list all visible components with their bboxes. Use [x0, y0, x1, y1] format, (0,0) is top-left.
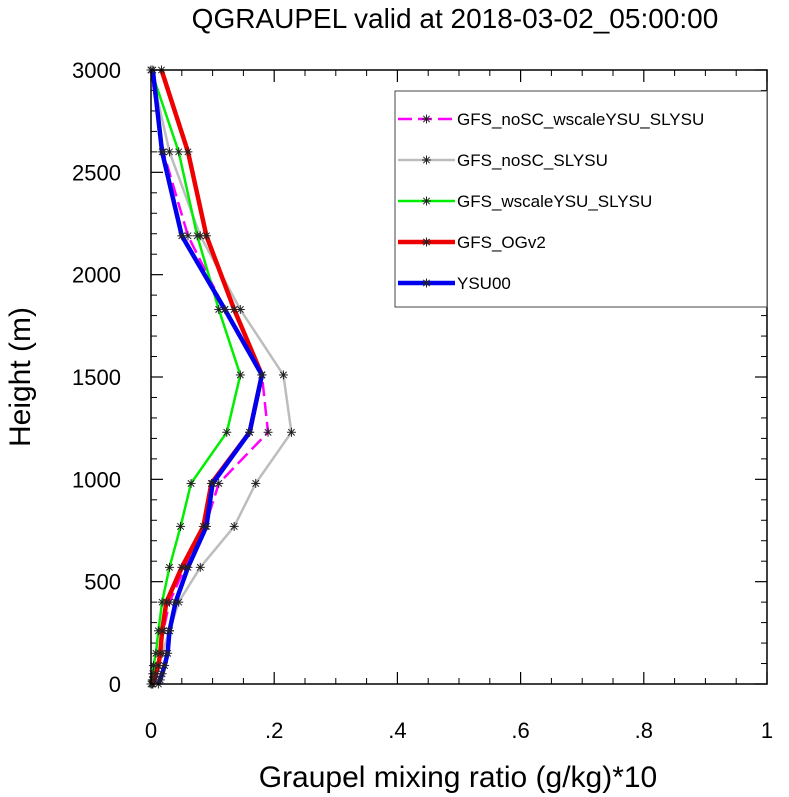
y-tick-label: 1000 — [72, 467, 121, 492]
legend-marker — [422, 114, 431, 124]
data-point-marker — [208, 478, 218, 488]
series-YSU00 — [148, 65, 267, 689]
series-line — [150, 69, 265, 685]
data-point-marker — [278, 370, 288, 380]
plot-frame — [150, 69, 768, 685]
x-tick-label: 1 — [761, 718, 773, 743]
x-axis-label: Graupel mixing ratio (g/kg)*10 — [259, 761, 658, 794]
legend-item: GFS_wscaleYSU_SLYSU — [398, 192, 652, 211]
series-line — [150, 69, 265, 685]
chart-title: QGRAUPEL valid at 2018-03-02_05:00:00 — [192, 3, 719, 34]
data-point-marker — [164, 562, 174, 572]
data-point-marker — [251, 478, 261, 488]
data-point-marker — [157, 669, 167, 679]
legend-label: GFS_wscaleYSU_SLYSU — [457, 192, 652, 211]
data-point-marker — [164, 626, 174, 636]
data-point-marker — [201, 231, 211, 241]
data-point-marker — [183, 147, 193, 157]
data-point-marker — [177, 231, 187, 241]
legend-label: GFS_OGv2 — [457, 233, 546, 252]
y-tick-label: 2500 — [72, 160, 121, 185]
x-tick-label: .2 — [265, 718, 283, 743]
data-point-marker — [176, 521, 186, 531]
y-tick-label: 3000 — [72, 58, 121, 83]
x-tick-label: .4 — [388, 718, 406, 743]
data-point-marker — [171, 597, 181, 607]
data-point-marker — [229, 521, 239, 531]
legend-item: GFS_noSC_SLYSU — [398, 151, 608, 170]
tick-layer: 0 .2 .4 .6 .8 1 0 500 1000 1500 2000 2500 3000 — [72, 58, 773, 743]
data-point-marker — [160, 661, 170, 671]
y-tick-label: 2000 — [72, 263, 121, 288]
data-point-marker — [183, 562, 193, 572]
legend-marker — [422, 278, 431, 288]
x-tick-label: 0 — [145, 718, 157, 743]
data-point-marker — [157, 147, 167, 157]
y-tick-label: 0 — [109, 672, 121, 697]
data-point-marker — [155, 675, 165, 685]
data-point-marker — [164, 147, 174, 157]
legend-label: YSU00 — [457, 274, 511, 293]
data-point-marker — [163, 648, 173, 658]
legend-marker — [422, 155, 431, 165]
x-tick-label: .6 — [511, 718, 529, 743]
data-point-marker — [192, 231, 202, 241]
data-point-marker — [161, 597, 171, 607]
legend-marker — [422, 196, 431, 206]
data-point-marker — [263, 427, 273, 437]
legend-items: GFS_noSC_wscaleYSU_SLYSU GFS_noSC_SLYSU GF… — [398, 110, 704, 293]
y-tick-label: 1500 — [72, 365, 121, 390]
y-axis-label: Height (m) — [4, 307, 37, 447]
data-point-marker — [245, 427, 255, 437]
data-point-marker — [177, 562, 187, 572]
data-point-marker — [174, 147, 184, 157]
legend-item: YSU00 — [398, 274, 511, 293]
data-point-marker — [222, 427, 232, 437]
series-layer — [146, 65, 296, 689]
x-tick-label: .8 — [635, 718, 653, 743]
data-point-marker — [220, 304, 230, 314]
legend-item: GFS_OGv2 — [398, 233, 546, 252]
y-tick-label: 500 — [84, 570, 121, 595]
data-point-marker — [235, 370, 245, 380]
legend-label: GFS_noSC_wscaleYSU_SLYSU — [457, 110, 704, 129]
data-point-marker — [195, 562, 205, 572]
data-point-marker — [201, 521, 211, 531]
data-point-marker — [235, 304, 245, 314]
data-point-marker — [229, 304, 239, 314]
legend-item: GFS_noSC_wscaleYSU_SLYSU — [398, 110, 704, 129]
legend-label: GFS_noSC_SLYSU — [457, 151, 608, 170]
legend: GFS_noSC_wscaleYSU_SLYSU GFS_noSC_SLYSU GF… — [394, 90, 768, 308]
data-point-marker — [151, 669, 161, 679]
legend-marker — [422, 237, 431, 247]
data-point-marker — [186, 478, 196, 488]
legend-box — [394, 90, 768, 308]
data-point-marker — [286, 427, 296, 437]
data-point-marker — [257, 370, 267, 380]
